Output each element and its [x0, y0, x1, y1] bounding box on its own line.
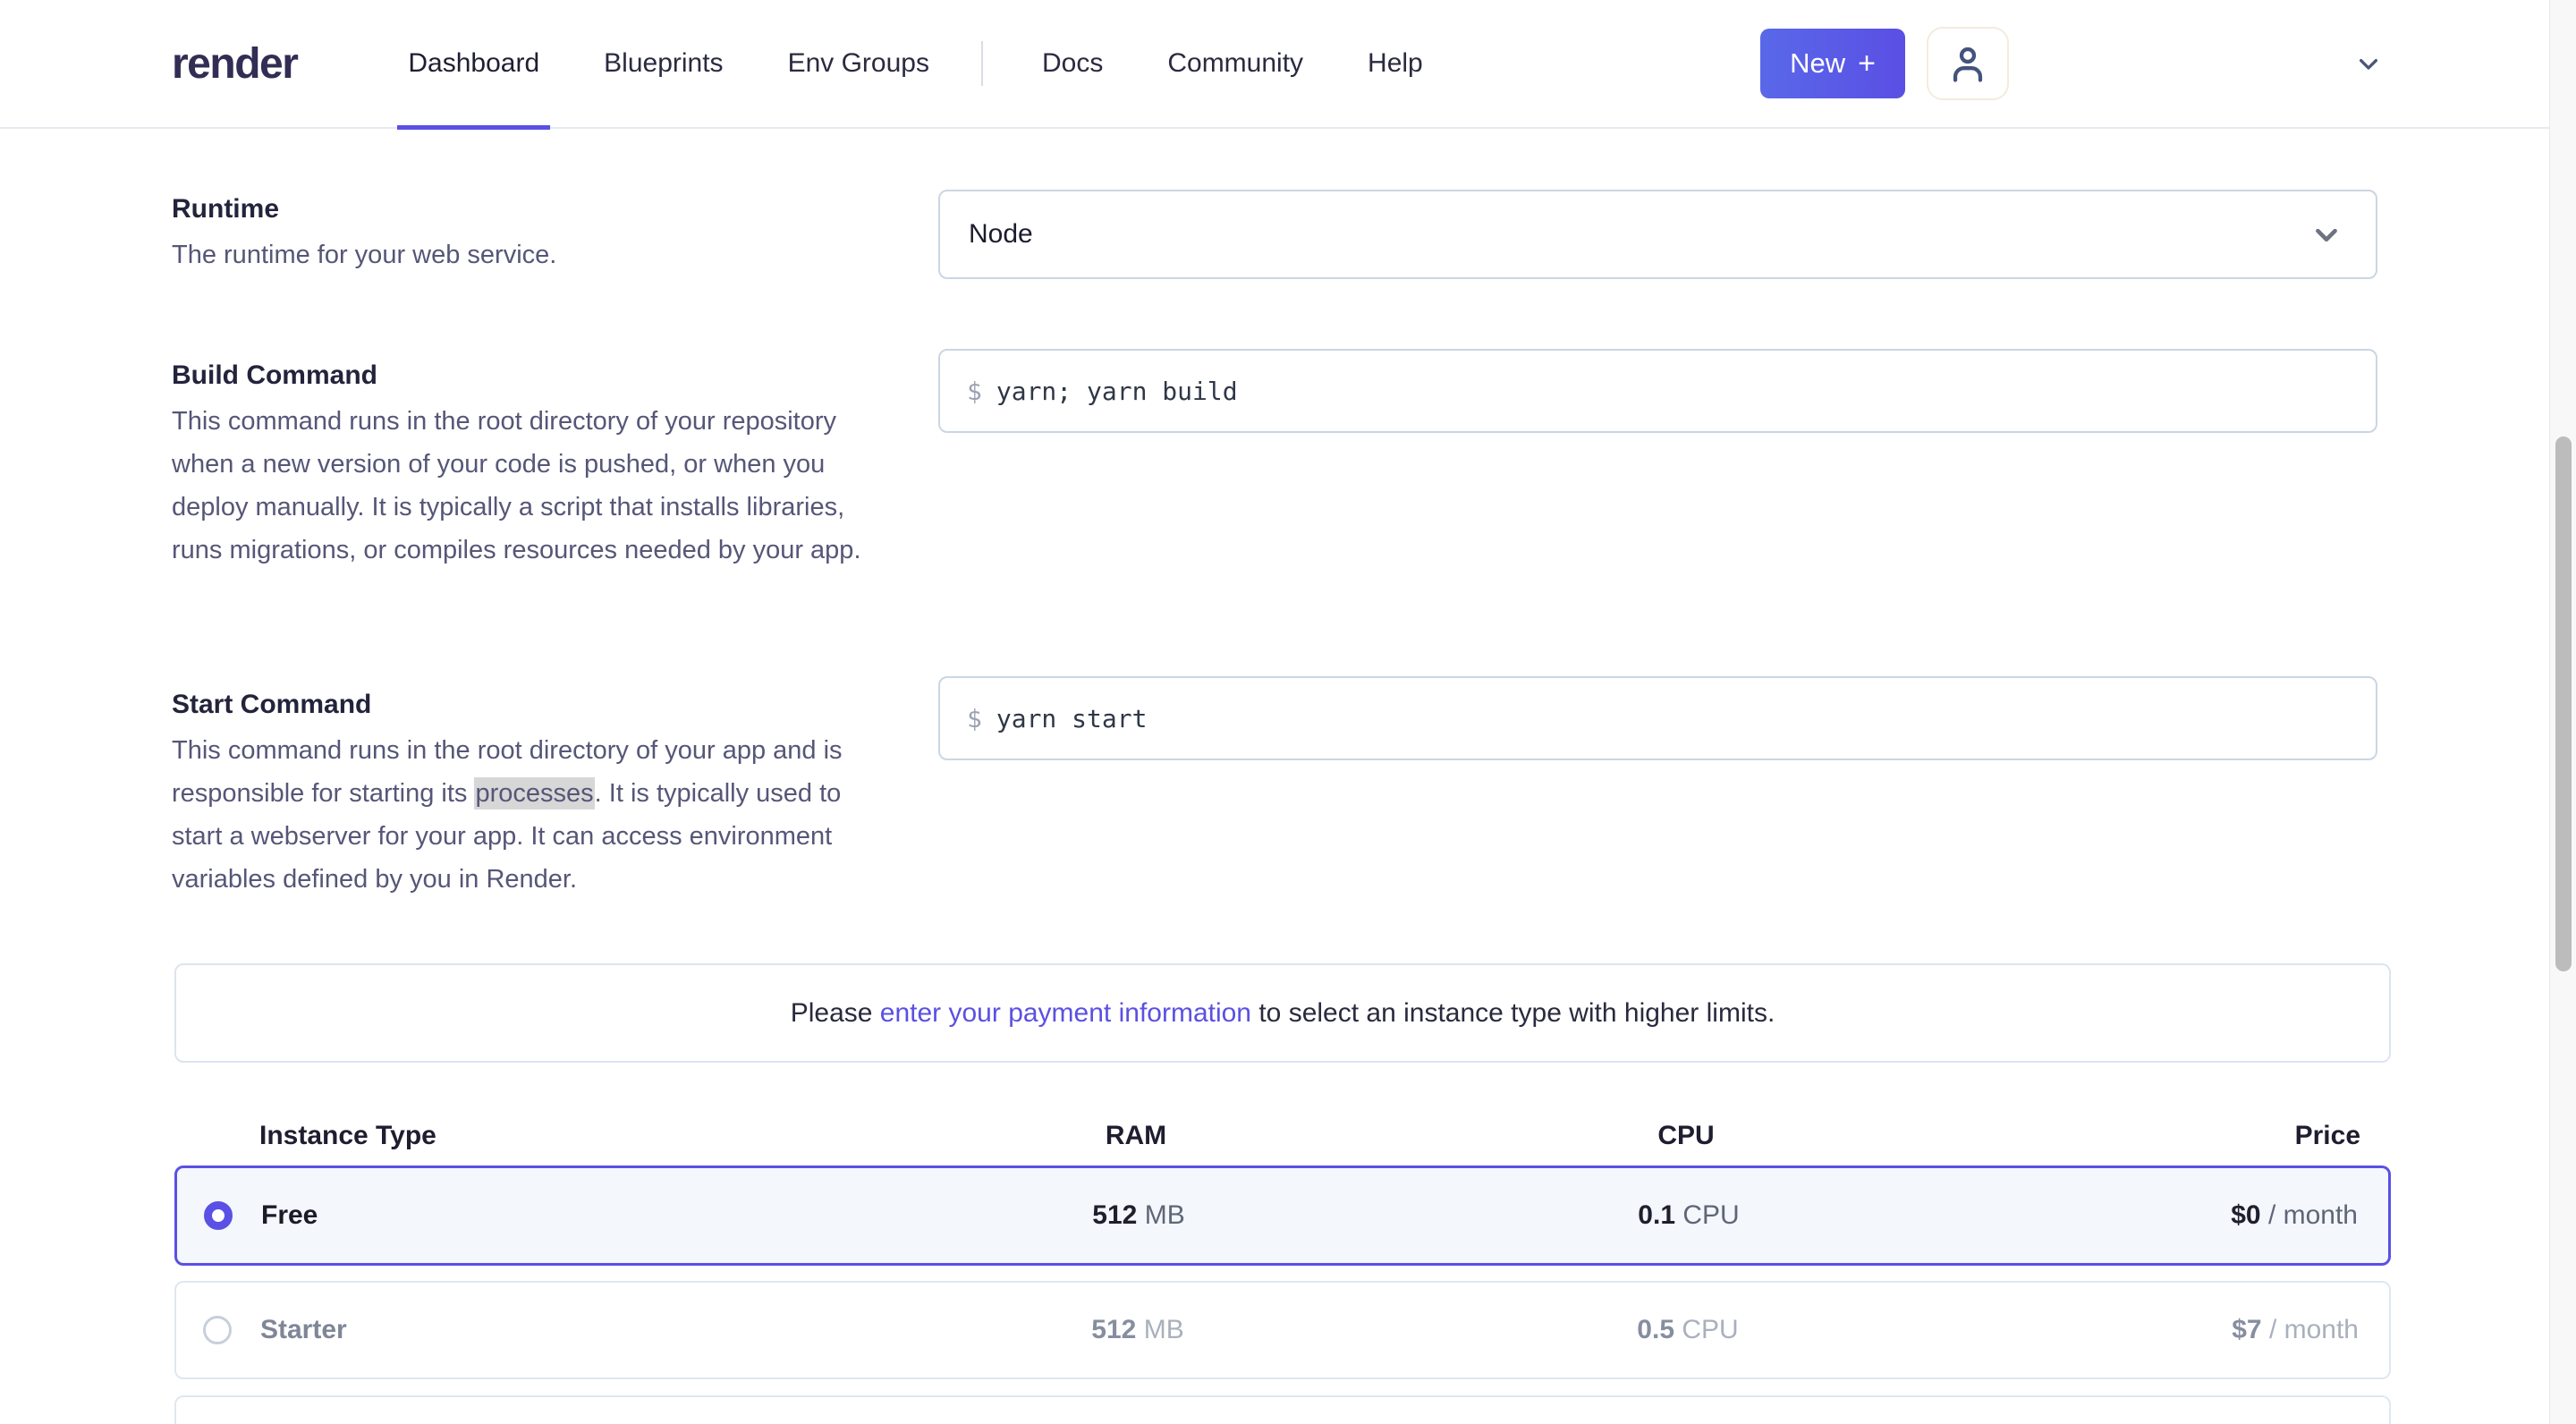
table-row-partial[interactable]: [174, 1395, 2391, 1424]
account-avatar-button[interactable]: [1927, 27, 2009, 100]
tab-dashboard-label: Dashboard: [408, 48, 540, 78]
instance-price: $0 / month: [2231, 1200, 2358, 1230]
table-row-free[interactable]: Free 512 MB 0.1 CPU $0 / month: [174, 1165, 2391, 1266]
notice-text: Please enter your payment information to…: [791, 998, 1775, 1029]
tab-env-groups-label: Env Groups: [787, 48, 929, 78]
chevron-down-icon: [2306, 214, 2347, 255]
instance-table-header: Instance Type RAM CPU Price: [174, 1116, 2391, 1156]
payment-info-link[interactable]: enter your payment information: [879, 997, 1251, 1028]
instance-name: Starter: [260, 1315, 347, 1344]
build-command-input[interactable]: $ yarn; yarn build: [938, 349, 2377, 433]
user-icon: [1944, 39, 1992, 88]
notice-prefix: Please: [790, 997, 880, 1028]
nav-divider: [980, 41, 983, 86]
shell-prompt: $: [967, 376, 982, 406]
start-command-input[interactable]: $ yarn start: [938, 676, 2377, 760]
column-ram: RAM: [1105, 1121, 1167, 1150]
instance-price: $7 / month: [2232, 1315, 2359, 1344]
table-row-starter[interactable]: Starter 512 MB 0.5 CPU $7 / month: [174, 1281, 2391, 1379]
runtime-field-label: Runtime The runtime for your web service…: [172, 190, 887, 276]
start-command-value: yarn start: [996, 703, 1148, 733]
start-command-label: Start Command: [172, 690, 372, 719]
start-description-highlight: processes: [474, 777, 595, 809]
nav-help-label: Help: [1368, 48, 1423, 78]
runtime-select-value: Node: [969, 219, 1033, 249]
nav-help[interactable]: Help: [1368, 0, 1423, 128]
render-logo[interactable]: render: [172, 39, 299, 88]
runtime-select[interactable]: Node: [938, 190, 2377, 279]
column-price: Price: [2294, 1121, 2360, 1150]
chevron-down-icon: [2351, 46, 2386, 81]
runtime-description: The runtime for your web service.: [172, 241, 557, 269]
start-command-field-label: Start Command This command runs in the r…: [172, 685, 887, 901]
runtime-label: Runtime: [172, 194, 279, 224]
tab-env-groups[interactable]: Env Groups: [788, 0, 929, 128]
instance-ram: 512 MB: [1091, 1315, 1184, 1344]
build-command-value: yarn; yarn build: [996, 376, 1238, 406]
build-command-description: This command runs in the root directory …: [172, 407, 861, 564]
build-command-field-label: Build Command This command runs in the r…: [172, 356, 887, 572]
scrollbar-thumb[interactable]: [2555, 437, 2572, 971]
build-command-label: Build Command: [172, 360, 377, 390]
nav-community-label: Community: [1167, 48, 1304, 78]
tab-blueprints-label: Blueprints: [604, 48, 724, 78]
start-command-description: This command runs in the root directory …: [172, 729, 887, 901]
shell-prompt: $: [967, 703, 982, 733]
radio-unselected-icon[interactable]: [203, 1316, 232, 1344]
payment-notice: Please enter your payment information to…: [174, 963, 2391, 1063]
notice-suffix: to select an instance type with higher l…: [1251, 997, 1775, 1028]
plus-icon: +: [1858, 46, 1876, 81]
scrollbar-track[interactable]: [2549, 0, 2576, 1424]
new-button[interactable]: New +: [1760, 29, 1905, 98]
instance-ram: 512 MB: [1092, 1200, 1185, 1230]
nav-docs-label: Docs: [1041, 48, 1104, 78]
column-cpu: CPU: [1657, 1121, 1715, 1150]
start-description-before: This command runs in the root directory …: [172, 736, 843, 808]
start-description-after: . It is typically used to start a webser…: [172, 779, 842, 894]
column-instance-type: Instance Type: [259, 1121, 436, 1150]
top-nav: render Dashboard Blueprints Env Groups D…: [0, 0, 2576, 130]
radio-selected-icon[interactable]: [204, 1201, 233, 1230]
tab-dashboard[interactable]: Dashboard: [397, 0, 550, 130]
instance-name: Free: [261, 1200, 318, 1230]
instance-cpu: 0.5 CPU: [1637, 1315, 1739, 1344]
new-button-label: New: [1790, 47, 1846, 79]
nav-docs[interactable]: Docs: [1042, 0, 1103, 128]
tab-blueprints[interactable]: Blueprints: [604, 0, 723, 128]
nav-community[interactable]: Community: [1167, 0, 1303, 128]
account-menu-chevron[interactable]: [2351, 46, 2386, 81]
instance-cpu: 0.1 CPU: [1638, 1200, 1740, 1230]
